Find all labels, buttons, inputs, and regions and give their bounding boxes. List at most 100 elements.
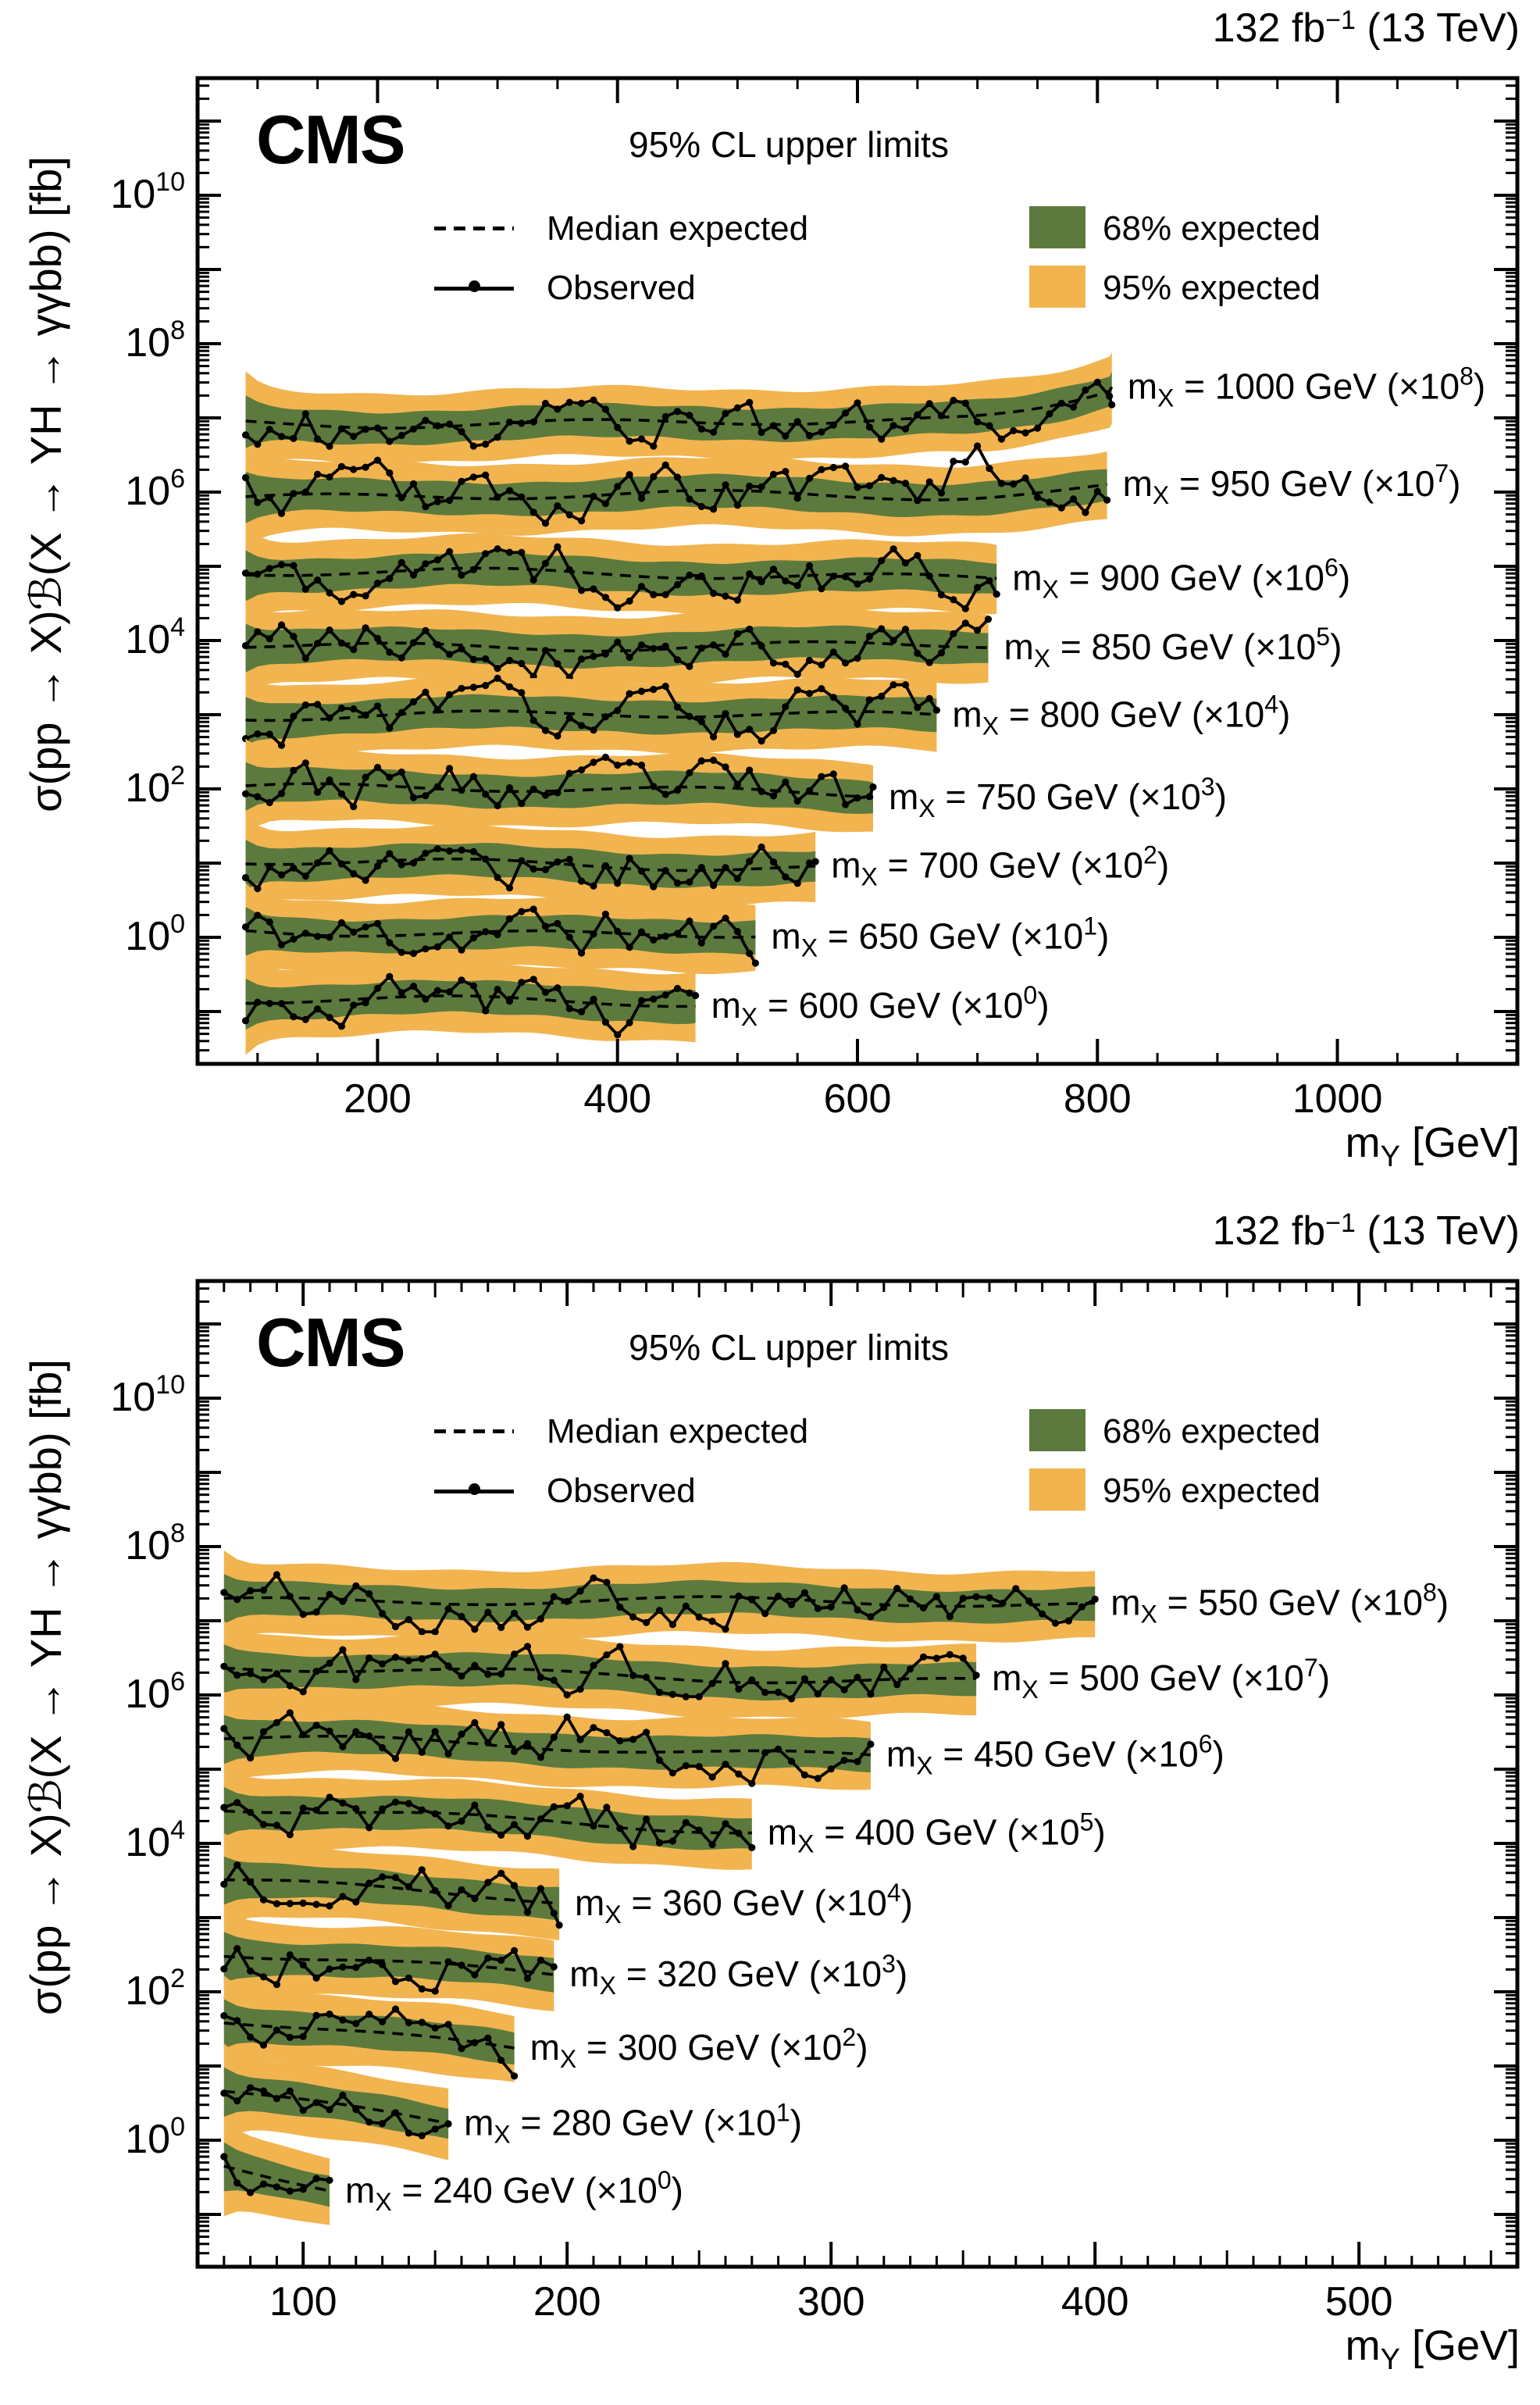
x-tick-label-1000: 1000: [1292, 1076, 1383, 1122]
observed-markers: [241, 442, 1111, 527]
legend-label-95pct: 95% expected: [1103, 269, 1321, 307]
plot-area: mX = 1000 GeV (×108) mX = 950 GeV (×107) m…: [110, 76, 1520, 1122]
plot-frame: [195, 1279, 1520, 2269]
y-tick-label-1e6: 106: [125, 1667, 185, 1717]
observed-markers: [241, 616, 993, 681]
legend-observed-marker: [469, 1483, 480, 1495]
band-label-mx-500: mX = 500 GeV (×107): [992, 1654, 1330, 1704]
observed-line: [223, 1644, 978, 1701]
lumi-value: 132 fb: [1212, 1208, 1326, 1254]
limit-band-mx-700: mX = 700 GeV (×102): [241, 815, 1169, 915]
limit-band-mx-600: mX = 600 GeV (×100): [241, 955, 1050, 1055]
observed-markers: [220, 2153, 333, 2196]
band-label-mx-950: mX = 950 GeV (×107): [1123, 459, 1461, 509]
observed-markers: [241, 378, 1116, 451]
observed-markers: [220, 1793, 756, 1851]
axes: 100 200 300 400 500 100 102 104 106 108 1010: [110, 1279, 1520, 2325]
plot-title: 95% CL upper limits: [629, 1327, 949, 1368]
y-tick-label-1e6: 106: [125, 464, 185, 514]
x-axis-title: mY [GeV]: [1345, 2322, 1520, 2376]
band-68pct-expected: [223, 1932, 554, 1993]
band-label-mx-650: mX = 650 GeV (×101): [771, 912, 1109, 962]
legend-label-68pct: 68% expected: [1103, 209, 1321, 248]
legend-median-line-sample: [434, 1429, 514, 1433]
band-label-mx-360: mX = 360 GeV (×104): [575, 1879, 913, 1929]
legend-label-median: Median expected: [547, 209, 809, 248]
band-68pct-expected: [245, 694, 937, 745]
x-tick-label-800: 800: [1064, 1076, 1132, 1122]
band-label-mx-400: mX = 400 GeV (×105): [768, 1808, 1106, 1858]
y-tick-label-1e2: 102: [125, 761, 185, 811]
lumi-exponent: −1: [1325, 1208, 1356, 1238]
band-label-mx-900: mX = 900 GeV (×106): [1012, 554, 1350, 604]
limit-band-mx-300: mX = 300 GeV (×102): [220, 1975, 868, 2082]
y-tick-label-1e4: 104: [125, 1815, 185, 1865]
limit-band-mx-550: mX = 550 GeV (×108): [220, 1550, 1449, 1650]
observed-markers: [220, 1571, 1099, 1636]
observed-markers: [220, 2084, 452, 2139]
limit-band-mx-320: mX = 320 GeV (×103): [220, 1908, 907, 2011]
limit-plot-top: mX = 1000 GeV (×108) mX = 950 GeV (×107) m…: [110, 76, 1520, 1122]
x-axis-title: mY [GeV]: [1345, 1119, 1520, 1173]
x-tick-label-100: 100: [269, 2279, 337, 2325]
x-tick-label-600: 600: [824, 1076, 892, 1122]
limit-band-mx-400: mX = 400 GeV (×105): [220, 1763, 1106, 1870]
legend-label-observed: Observed: [547, 269, 696, 307]
y-axis-title: σ(pp → X)ℬ(X → YH → γγbb) [fb]: [21, 156, 70, 812]
y-tick-label-1e8: 108: [125, 316, 185, 366]
luminosity-label: 132 fb−1 (13 TeV): [1213, 5, 1520, 52]
band-label-mx-600: mX = 600 GeV (×100): [711, 981, 1050, 1031]
observed-line: [245, 544, 998, 612]
median-expected-line: [223, 1878, 560, 1905]
band-68pct-expected: [223, 1786, 752, 1850]
legend-swatch-95pct: [1029, 1468, 1085, 1511]
x-tick-label-300: 300: [797, 2279, 865, 2325]
band-label-mx-240: mX = 240 GeV (×100): [345, 2166, 683, 2216]
y-axis-title: σ(pp → X)ℬ(X → YH → γγbb) [fb]: [21, 1359, 70, 2015]
plot-frame: [195, 76, 1520, 1066]
x-tick-label-200: 200: [344, 1076, 412, 1122]
cms-label: CMS: [256, 1304, 406, 1381]
y-tick-label-1e4: 104: [125, 612, 185, 662]
band-label-mx-450: mX = 450 GeV (×106): [886, 1730, 1225, 1780]
observed-markers: [241, 972, 700, 1039]
band-label-mx-700: mX = 700 GeV (×102): [831, 841, 1169, 891]
legend-observed-marker: [469, 280, 480, 292]
limit-band-mx-800: mX = 800 GeV (×104): [241, 673, 1290, 770]
band-label-mx-280: mX = 280 GeV (×101): [464, 2098, 802, 2148]
band-68pct-expected: [223, 1999, 515, 2065]
legend-median-line-sample: [434, 227, 514, 230]
observed-markers: [220, 2005, 519, 2080]
band-label-mx-300: mX = 300 GeV (×102): [530, 2023, 868, 2073]
legend-label-68pct: 68% expected: [1103, 1412, 1321, 1450]
y-tick-label-1e10: 1010: [110, 167, 185, 217]
x-tick-label-400: 400: [583, 1076, 651, 1122]
panel-top: mX = 1000 GeV (×108) mX = 950 GeV (×107) m…: [21, 5, 1520, 1173]
lumi-energy: (13 TeV): [1355, 1208, 1520, 1254]
band-label-mx-320: mX = 320 GeV (×103): [569, 1950, 907, 2000]
observed-markers: [241, 905, 760, 967]
median-expected-line: [245, 709, 937, 723]
limit-band-mx-850: mX = 850 GeV (×105): [241, 600, 1342, 698]
y-tick-label-1e2: 102: [125, 1964, 185, 2014]
lumi-value: 132 fb: [1212, 5, 1326, 51]
legend-label-median: Median expected: [547, 1412, 809, 1450]
median-expected-line: [245, 782, 874, 799]
panel-bottom: mX = 550 GeV (×108) mX = 500 GeV (×107) mX…: [0, 1203, 1540, 2405]
band-68pct-expected: [223, 1715, 871, 1773]
limit-band-mx-280: mX = 280 GeV (×101): [220, 2043, 802, 2161]
median-expected-line: [245, 994, 696, 1008]
median-expected-line: [245, 386, 1114, 430]
band-label-mx-750: mX = 750 GeV (×103): [889, 773, 1227, 822]
limit-band-mx-950: mX = 950 GeV (×107): [241, 442, 1461, 549]
observed-markers: [241, 674, 940, 749]
y-tick-label-1e0: 100: [125, 909, 185, 959]
band-label-mx-800: mX = 800 GeV (×104): [952, 690, 1290, 740]
band-label-mx-1000: mX = 1000 GeV (×108): [1128, 362, 1486, 412]
x-tick-label-200: 200: [533, 2279, 601, 2325]
band-label-mx-850: mX = 850 GeV (×105): [1003, 623, 1342, 673]
median-expected-line: [223, 1666, 977, 1685]
median-expected-line: [245, 566, 997, 580]
limit-plot-bottom: mX = 550 GeV (×108) mX = 500 GeV (×107) mX…: [110, 1279, 1520, 2325]
